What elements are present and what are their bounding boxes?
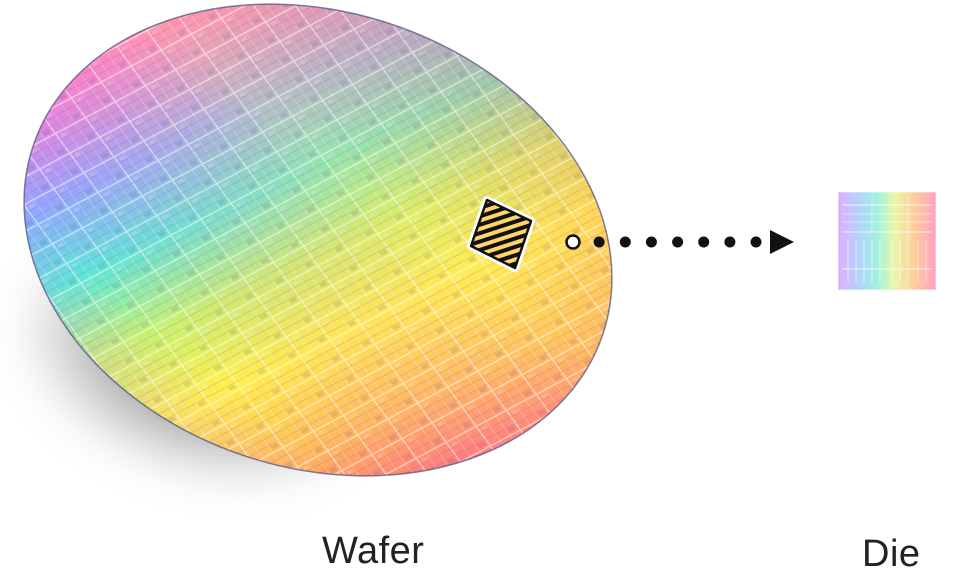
dotted-arrow-icon (565, 230, 794, 254)
arrow-dot (672, 236, 684, 248)
arrow-dot (750, 236, 762, 248)
wafer-label: Wafer (322, 530, 425, 572)
arrow-dot (565, 234, 581, 250)
wafer-illustration (0, 0, 660, 520)
arrow-dot (593, 236, 605, 248)
arrow-dot (724, 236, 736, 248)
die-label: Die (862, 533, 921, 575)
arrow-dot (645, 236, 657, 248)
die-chip-icon (837, 191, 937, 291)
arrow-dot (619, 236, 631, 248)
selected-die-marker-icon (467, 196, 535, 272)
arrow-head (770, 230, 794, 254)
arrow-dot (698, 236, 710, 248)
